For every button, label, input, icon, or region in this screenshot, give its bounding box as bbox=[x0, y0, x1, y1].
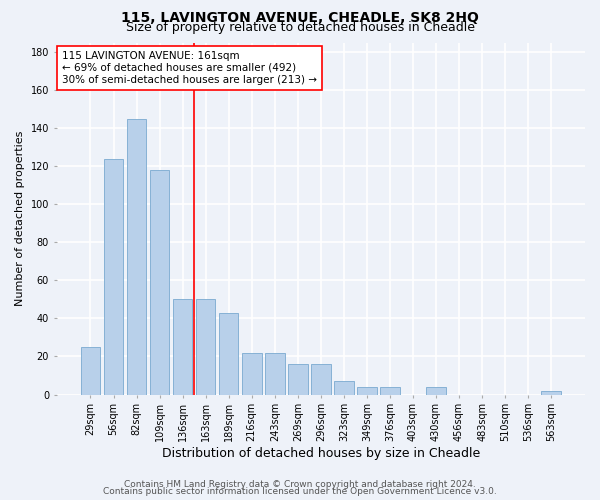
Text: Size of property relative to detached houses in Cheadle: Size of property relative to detached ho… bbox=[125, 21, 475, 34]
Bar bbox=[242, 352, 262, 395]
Bar bbox=[150, 170, 169, 394]
Bar bbox=[104, 158, 124, 394]
Bar bbox=[196, 300, 215, 394]
Text: 115 LAVINGTON AVENUE: 161sqm
← 69% of detached houses are smaller (492)
30% of s: 115 LAVINGTON AVENUE: 161sqm ← 69% of de… bbox=[62, 52, 317, 84]
Bar bbox=[219, 312, 238, 394]
Bar bbox=[81, 347, 100, 395]
Bar bbox=[334, 381, 353, 394]
Bar bbox=[127, 118, 146, 394]
Y-axis label: Number of detached properties: Number of detached properties bbox=[15, 131, 25, 306]
Text: Contains public sector information licensed under the Open Government Licence v3: Contains public sector information licen… bbox=[103, 487, 497, 496]
Bar bbox=[265, 352, 284, 395]
Bar bbox=[357, 387, 377, 394]
Bar bbox=[311, 364, 331, 394]
Bar bbox=[541, 390, 561, 394]
Bar bbox=[426, 387, 446, 394]
Bar bbox=[173, 300, 193, 394]
Text: 115, LAVINGTON AVENUE, CHEADLE, SK8 2HQ: 115, LAVINGTON AVENUE, CHEADLE, SK8 2HQ bbox=[121, 11, 479, 25]
Bar bbox=[380, 387, 400, 394]
Text: Contains HM Land Registry data © Crown copyright and database right 2024.: Contains HM Land Registry data © Crown c… bbox=[124, 480, 476, 489]
Bar bbox=[288, 364, 308, 394]
X-axis label: Distribution of detached houses by size in Cheadle: Distribution of detached houses by size … bbox=[162, 447, 480, 460]
